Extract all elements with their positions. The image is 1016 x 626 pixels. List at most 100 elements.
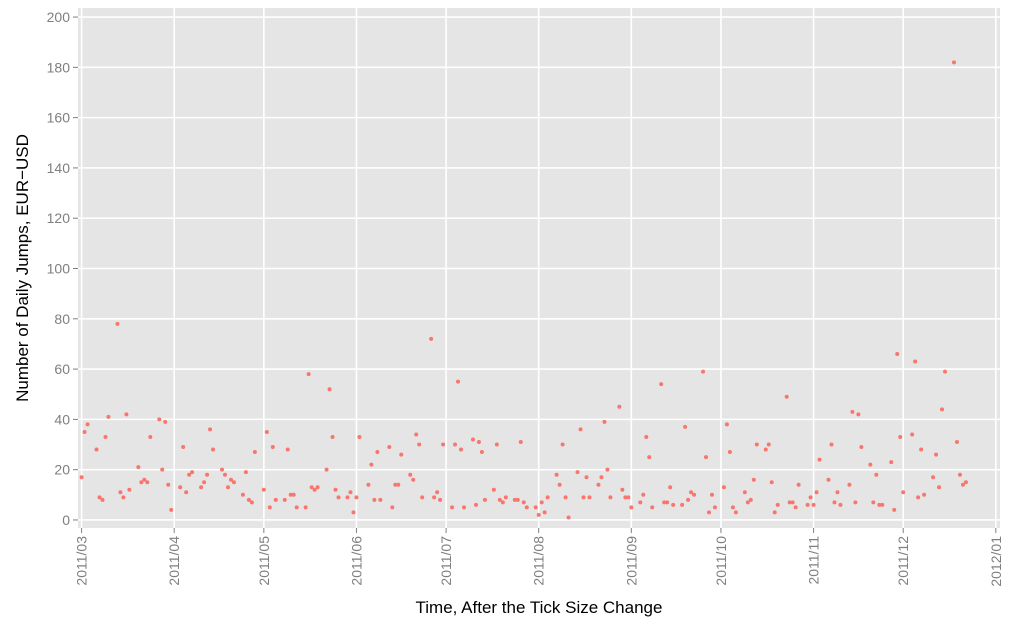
point (115, 321, 120, 326)
point (895, 351, 900, 356)
point (261, 487, 266, 492)
point (387, 445, 392, 450)
point (790, 500, 795, 505)
point (733, 510, 738, 515)
point (584, 475, 589, 480)
point (689, 490, 694, 495)
point (303, 505, 308, 510)
x-tick-label: 2011/06 (348, 536, 364, 586)
point (441, 442, 446, 447)
point (82, 429, 87, 434)
point (309, 485, 314, 490)
point (659, 382, 664, 387)
point (889, 460, 894, 465)
point (960, 482, 965, 487)
x-tick-label: 2011/04 (166, 536, 182, 586)
point (479, 450, 484, 455)
point (871, 500, 876, 505)
point (127, 487, 132, 492)
point (575, 470, 580, 475)
point (456, 379, 461, 384)
point (539, 500, 544, 505)
point (811, 502, 816, 507)
x-tick-label: 2011/08 (531, 536, 547, 586)
point (420, 495, 425, 500)
point (500, 500, 505, 505)
point (282, 497, 287, 502)
point (518, 440, 523, 445)
x-tick-label: 2011/03 (74, 536, 90, 586)
point (312, 487, 317, 492)
point (560, 442, 565, 447)
point (748, 497, 753, 502)
x-tick-label: 2011/09 (623, 536, 639, 586)
point (712, 505, 717, 510)
point (178, 485, 183, 490)
point (793, 505, 798, 510)
point (375, 450, 380, 455)
point (163, 419, 168, 424)
point (835, 490, 840, 495)
point (160, 467, 165, 472)
point (916, 495, 921, 500)
point (623, 495, 628, 500)
point (222, 472, 227, 477)
point (934, 452, 939, 457)
point (264, 429, 269, 434)
point (243, 470, 248, 475)
point (252, 450, 257, 455)
point (100, 497, 105, 502)
point (796, 482, 801, 487)
point (124, 412, 129, 417)
point (808, 495, 813, 500)
point (578, 427, 583, 432)
y-tick-label: 120 (47, 210, 71, 226)
point (181, 445, 186, 450)
point (931, 475, 936, 480)
point (587, 495, 592, 500)
point (838, 502, 843, 507)
point (450, 505, 455, 510)
point (772, 510, 777, 515)
point (348, 490, 353, 495)
point (390, 505, 395, 510)
point (354, 495, 359, 500)
point (892, 507, 897, 512)
point (913, 359, 918, 364)
point (121, 495, 126, 500)
point (324, 467, 329, 472)
point (554, 472, 559, 477)
point (270, 445, 275, 450)
point (435, 490, 440, 495)
point (315, 485, 320, 490)
point (533, 505, 538, 510)
point (784, 394, 789, 399)
point (617, 404, 622, 409)
point (832, 500, 837, 505)
point (476, 440, 481, 445)
point (459, 447, 464, 452)
point (602, 419, 607, 424)
point (208, 427, 213, 432)
x-tick-label: 2011/07 (438, 536, 454, 586)
point (922, 492, 927, 497)
point (680, 502, 685, 507)
point (814, 490, 819, 495)
point (157, 417, 162, 422)
y-tick-label: 100 (47, 261, 71, 277)
point (644, 434, 649, 439)
point (306, 372, 311, 377)
point (706, 510, 711, 515)
point (709, 492, 714, 497)
point (671, 502, 676, 507)
point (856, 412, 861, 417)
y-tick-label: 0 (62, 512, 70, 528)
point (142, 477, 147, 482)
point (954, 440, 959, 445)
point (829, 442, 834, 447)
point (662, 500, 667, 505)
point (79, 475, 84, 480)
point (366, 482, 371, 487)
x-tick-label: 2011/10 (713, 536, 729, 586)
point (730, 505, 735, 510)
